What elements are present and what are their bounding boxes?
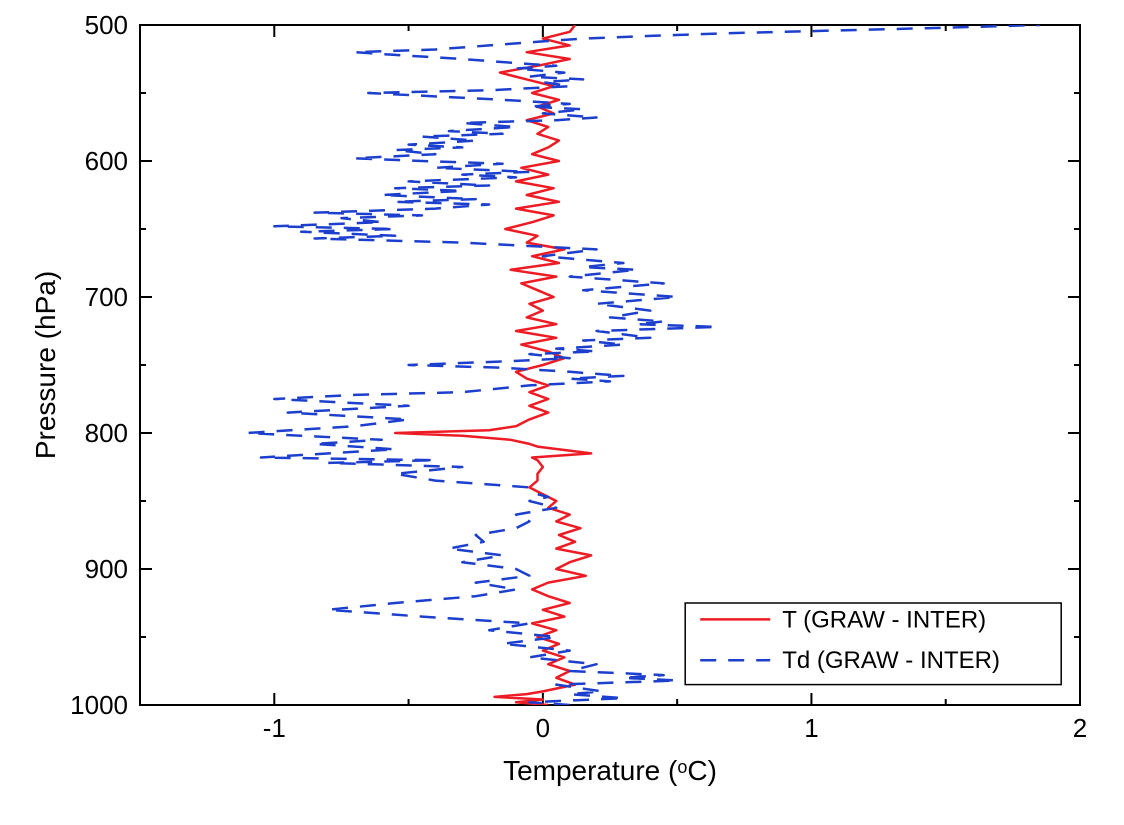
- y-tick-label: 700: [85, 282, 128, 312]
- y-axis-label: Pressure (hPa): [30, 271, 61, 459]
- x-tick-label: -1: [263, 713, 286, 743]
- chart-background: [0, 0, 1124, 825]
- y-tick-label: 800: [85, 418, 128, 448]
- x-tick-label: 1: [804, 713, 818, 743]
- y-tick-label: 1000: [70, 690, 128, 720]
- x-tick-label: 2: [1073, 713, 1087, 743]
- legend-label: T (GRAW - INTER): [782, 606, 986, 633]
- line-chart: -10125006007008009001000Temperature (oC)…: [0, 0, 1124, 825]
- y-tick-label: 600: [85, 146, 128, 176]
- y-tick-label: 500: [85, 10, 128, 40]
- legend-label: Td (GRAW - INTER): [782, 647, 1000, 674]
- chart-container: -10125006007008009001000Temperature (oC)…: [0, 0, 1124, 825]
- legend: T (GRAW - INTER) Td (GRAW - INTER): [685, 603, 1061, 685]
- x-tick-label: 0: [536, 713, 550, 743]
- y-tick-label: 900: [85, 554, 128, 584]
